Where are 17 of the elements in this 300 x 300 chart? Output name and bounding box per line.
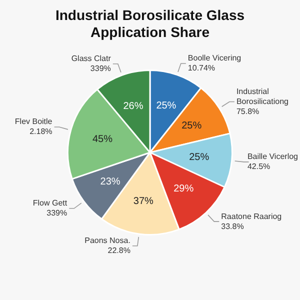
data-label: 29% (174, 183, 194, 194)
slice-label: Baille Vicerlog 42.5% (247, 152, 298, 172)
data-label: 23% (100, 176, 120, 188)
slice-label: Flev Boitle 2.18% (14, 117, 53, 136)
slice-label: Glass Clatr 339% (71, 54, 112, 74)
slice-label: Boolle Vicering 10.74% (188, 54, 242, 73)
data-label: 26% (123, 100, 144, 112)
data-label: 45% (92, 134, 113, 145)
data-label: 25% (189, 152, 210, 164)
slice-label: Flow Gett 339% (32, 198, 68, 218)
slice-label: Industrial Borosilicationg 75.8% (236, 86, 288, 116)
chart-title: Industrial Borosilicate Glass Application Share (55, 6, 245, 40)
data-label: 25% (182, 120, 202, 132)
slice-label: Paons Nosa. 22.8% (84, 236, 130, 256)
data-label: 37% (133, 196, 154, 208)
slice-label: Raatone Raariog 33.8% (221, 212, 282, 231)
data-label: 25% (156, 100, 176, 112)
